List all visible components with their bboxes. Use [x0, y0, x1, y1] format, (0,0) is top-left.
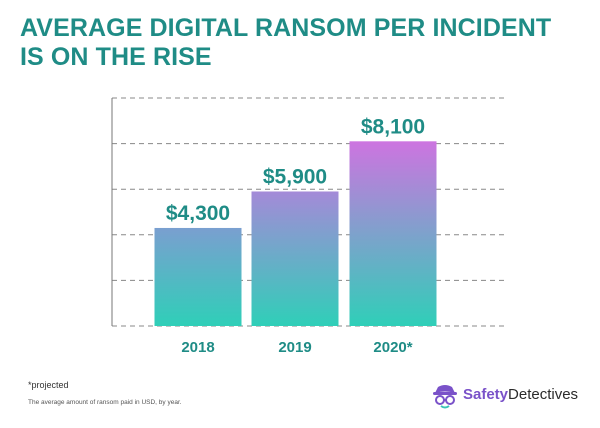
chart-title: AVERAGE DIGITAL RANSOM PER INCIDENT IS O…	[20, 14, 551, 72]
bars	[154, 141, 437, 326]
x-tick-label-2018: 2018	[181, 339, 214, 356]
chart-title-line-2: IS ON THE RISE	[20, 43, 212, 71]
x-tick-labels: 2018 2019 2020*	[181, 339, 412, 356]
footnote: *projected	[28, 380, 69, 390]
value-labels: $4,300 $5,900 $8,100	[166, 115, 425, 225]
safety-detectives-logo: SafetyDetectives	[432, 381, 578, 409]
x-tick-label-2019: 2019	[278, 339, 311, 356]
value-label-2020: $8,100	[361, 115, 425, 138]
logo-brand-part1: Safety	[463, 386, 509, 403]
logo-brand-part2: Detectives	[508, 386, 579, 403]
bar-2020	[349, 141, 437, 326]
bar-2019	[251, 191, 339, 326]
chart-caption: The average amount of ransom paid in USD…	[28, 399, 182, 406]
logo-wordmark: SafetyDetectives	[463, 385, 578, 405]
value-label-2018: $4,300	[166, 202, 230, 225]
bar-2018	[154, 227, 242, 326]
chart-title-line-1: AVERAGE DIGITAL RANSOM PER INCIDENT	[20, 14, 552, 42]
x-tick-label-2020: 2020*	[373, 339, 412, 356]
detective-icon	[433, 385, 457, 409]
value-label-2019: $5,900	[263, 165, 327, 188]
